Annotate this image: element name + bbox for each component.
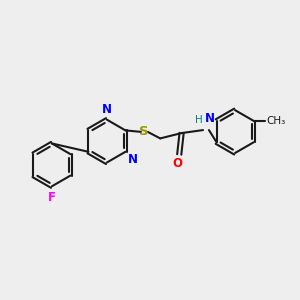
Text: H: H bbox=[195, 115, 203, 125]
Text: O: O bbox=[173, 158, 183, 170]
Text: S: S bbox=[139, 125, 149, 138]
Text: N: N bbox=[128, 153, 138, 166]
Text: CH₃: CH₃ bbox=[266, 116, 286, 126]
Text: F: F bbox=[48, 191, 56, 204]
Text: N: N bbox=[102, 103, 112, 116]
Text: N: N bbox=[205, 112, 215, 125]
